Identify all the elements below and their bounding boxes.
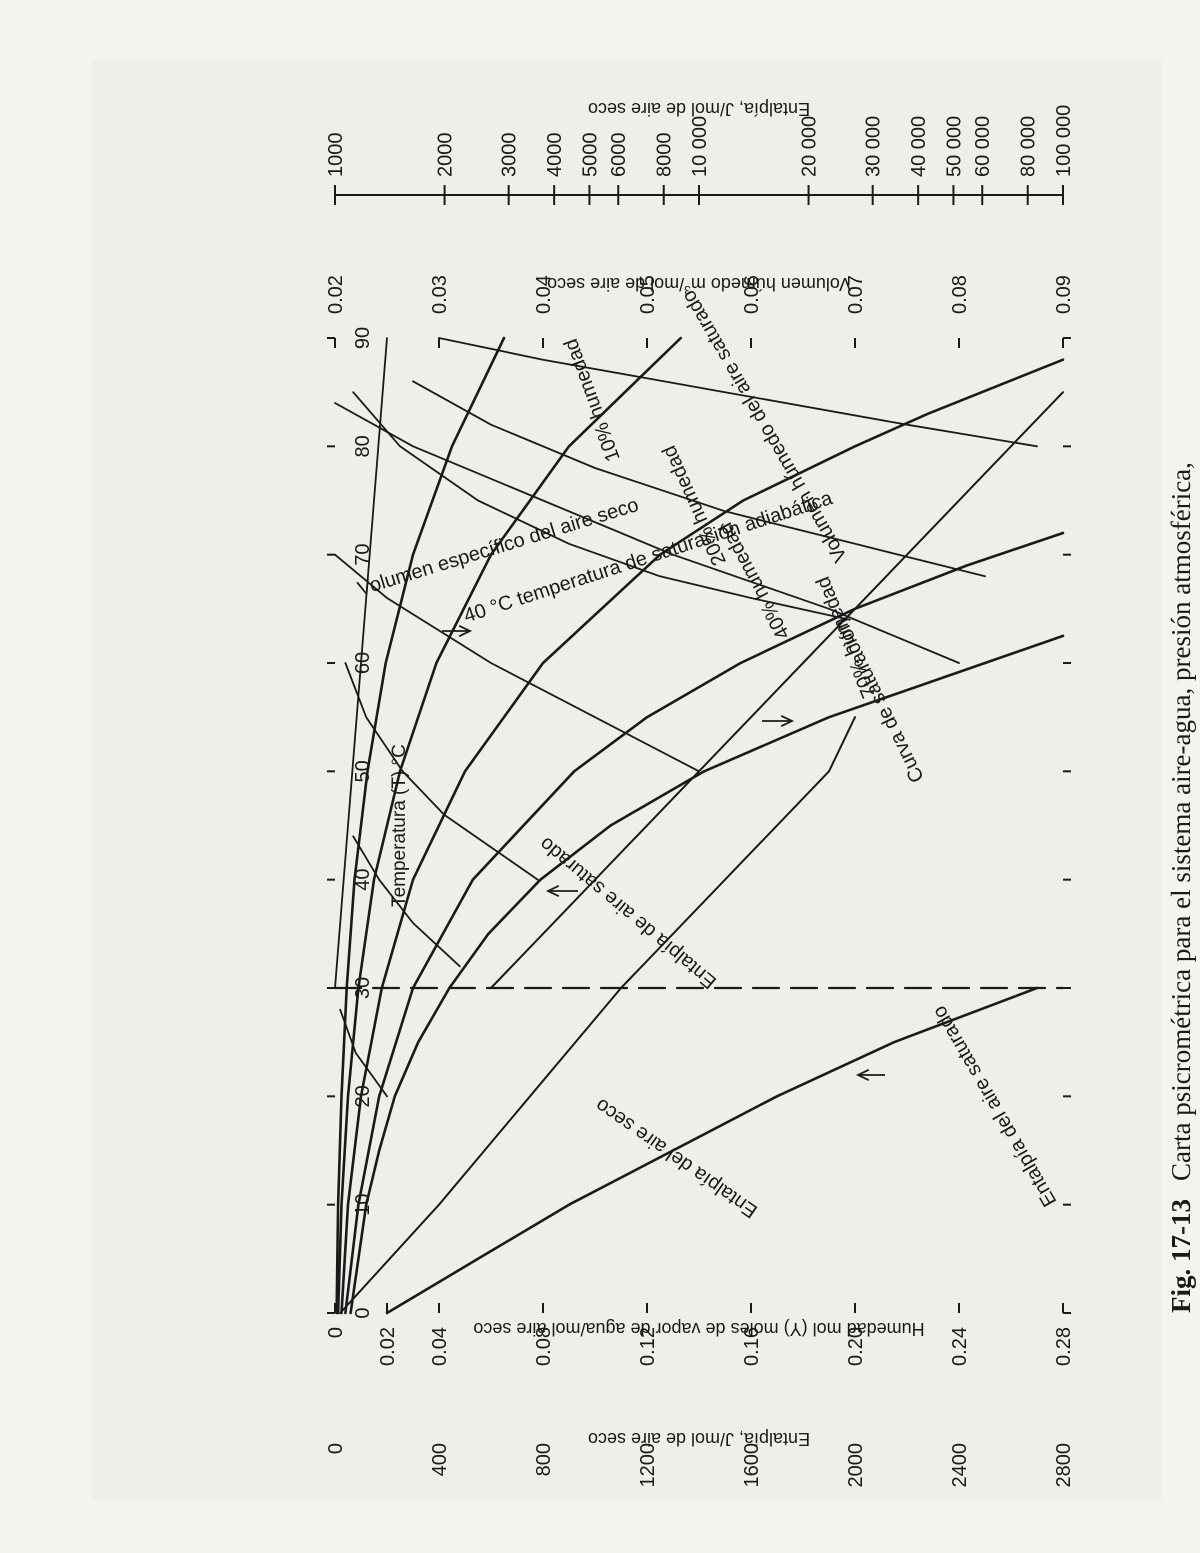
log-enthalpy-tick-label-3: 4000: [544, 133, 566, 178]
temperature-tick-label-0: 0: [352, 1307, 374, 1318]
temperature-tick-label-60: 60: [352, 652, 374, 674]
adiabatic-line-3: [352, 835, 461, 968]
humidity-tick-label-5: 0.16: [741, 1327, 763, 1366]
humidity-tick-label-2: 0.04: [429, 1327, 451, 1366]
enthalpy-left-tick-label-7: 2800: [1053, 1443, 1075, 1488]
enthalpy-left-tick-label-6: 2400: [949, 1443, 971, 1488]
log-enthalpy-tick-label-2: 3000: [499, 133, 521, 178]
log-enthalpy-tick-label-9: 30 000: [863, 116, 885, 177]
log-enthalpy-tick-label-14: 100 000: [1053, 105, 1075, 177]
enthalpy-left-tick-label-3: 1200: [637, 1443, 659, 1488]
temperature-tick-label-80: 80: [352, 435, 374, 457]
volume-tick-label-7: 0.09: [1053, 275, 1075, 314]
arrow-dry-volume-head: [780, 714, 795, 728]
enthalpy-saturated-air-lower: [490, 391, 1064, 989]
arrow-40c-head: [458, 624, 473, 638]
log-enthalpy-tick-label-6: 8000: [654, 133, 676, 178]
log-enthalpy-tick-label-4: 5000: [579, 133, 601, 178]
log-enthalpy-tick-label-7: 10 000: [689, 116, 711, 177]
enthalpy-saturated-air-upper: [385, 986, 1039, 1315]
figure-caption-label: Fig. 17-13: [1166, 1199, 1196, 1313]
axis-layer: [327, 185, 1071, 1314]
humidity-tick-label-1: 0.02: [377, 1327, 399, 1366]
humidity-curve-10: [335, 336, 506, 1315]
adiabatic-line-0: [344, 662, 539, 881]
enthalpy-left-tick-label-0: 0: [325, 1443, 347, 1454]
temperature-tick-label-70: 70: [352, 544, 374, 566]
volume-tick-label-4: 0.06: [741, 275, 763, 314]
volume-axis-title: Volumen húmedo m3/mol de aire seco: [547, 274, 851, 297]
log-enthalpy-tick-label-0: 1000: [325, 133, 347, 178]
volume-tick-label-2: 0.04: [533, 275, 555, 314]
volume-tick-label-0: 0.02: [325, 275, 347, 314]
temperature-tick-label-90: 90: [352, 327, 374, 349]
humidity-tick-label-6: 0.20: [845, 1327, 867, 1366]
humidity-tick-label-0: 0: [325, 1327, 347, 1338]
enthalpy-dry-air-line: [339, 716, 856, 1314]
log-enthalpy-tick-label-12: 60 000: [972, 116, 994, 177]
label-entalpia-aire-saturado-upper: Entalpía del aire saturado: [928, 1002, 1061, 1210]
log-enthalpy-tick-label-11: 50 000: [943, 116, 965, 177]
temperature-tick-label-10: 10: [352, 1194, 374, 1216]
humidity-tick-label-8: 0.28: [1053, 1327, 1075, 1366]
arrow-enthalpy-lower-head: [545, 884, 560, 898]
enthalpy-left-axis-title: Entalpía, J/mol de aire seco: [588, 1429, 810, 1449]
log-enthalpy-tick-label-1: 2000: [435, 133, 457, 178]
temperature-tick-label-50: 50: [352, 760, 374, 782]
humid-volume-line-0: [334, 553, 700, 773]
log-enthalpy-tick-label-13: 80 000: [1018, 116, 1040, 177]
volume-tick-label-6: 0.08: [949, 275, 971, 314]
temperature-tick-label-20: 20: [352, 1085, 374, 1107]
humidity-axis-title: Humedad mol (Y) moles de vapor de agua/m…: [473, 1319, 924, 1339]
humid-volume-line-2: [438, 337, 1038, 448]
enthalpy-left-tick-label-5: 2000: [845, 1443, 867, 1488]
figure-caption-text: Carta psicrométrica para el sistema aire…: [1166, 462, 1196, 1181]
log-enthalpy-axis-title: Entalpía, J/mol de aire seco: [588, 99, 810, 119]
humidity-tick-label-4: 0.12: [637, 1327, 659, 1366]
log-enthalpy-tick-label-8: 20 000: [799, 116, 821, 177]
humidity-curve-40: [340, 358, 1065, 1315]
label-entalpia-aire-seco: Entalpía del aire seco: [591, 1094, 761, 1222]
temperature-axis-title: Temperatura (T) °C: [389, 744, 410, 907]
humidity-tick-label-7: 0.24: [949, 1327, 971, 1366]
humidity-curve-20: [336, 336, 683, 1315]
adiabatic-line-1: [352, 391, 851, 621]
arrow-enthalpy-upper-head: [855, 1068, 870, 1082]
humidity-curve-100: [349, 634, 1065, 1315]
humidity-curve-70: [344, 531, 1065, 1315]
temperature-tick-label-40: 40: [352, 869, 374, 891]
adiabatic-line-4: [339, 1008, 388, 1098]
enthalpy-left-tick-label-2: 800: [533, 1443, 555, 1476]
figure-caption: Fig. 17-13 Carta psicrométrica para el si…: [1166, 462, 1196, 1313]
enthalpy-left-tick-label-1: 400: [429, 1443, 451, 1476]
volume-axis-title-main: Volumen húmedo m: [691, 274, 851, 294]
log-enthalpy-tick-label-5: 6000: [608, 133, 630, 178]
adiabatic-line-2: [412, 380, 986, 578]
log-enthalpy-tick-label-10: 40 000: [908, 116, 930, 177]
humidity-tick-label-3: 0.08: [533, 1327, 555, 1366]
enthalpy-left-tick-label-4: 1600: [741, 1443, 763, 1488]
volume-tick-label-1: 0.03: [429, 275, 451, 314]
temperature-tick-label-30: 30: [352, 977, 374, 999]
dry-air-volume-line: [334, 337, 388, 989]
plot-layer: [333, 336, 1065, 1315]
volume-axis-title-sup: 3: [684, 283, 691, 297]
volume-tick-label-5: 0.07: [845, 275, 867, 314]
volume-tick-label-3: 0.05: [637, 275, 659, 314]
volume-axis-title-tail: /mol de aire seco: [547, 274, 684, 294]
humid-volume-line-1: [334, 402, 960, 664]
scan-background: [92, 60, 1162, 1500]
